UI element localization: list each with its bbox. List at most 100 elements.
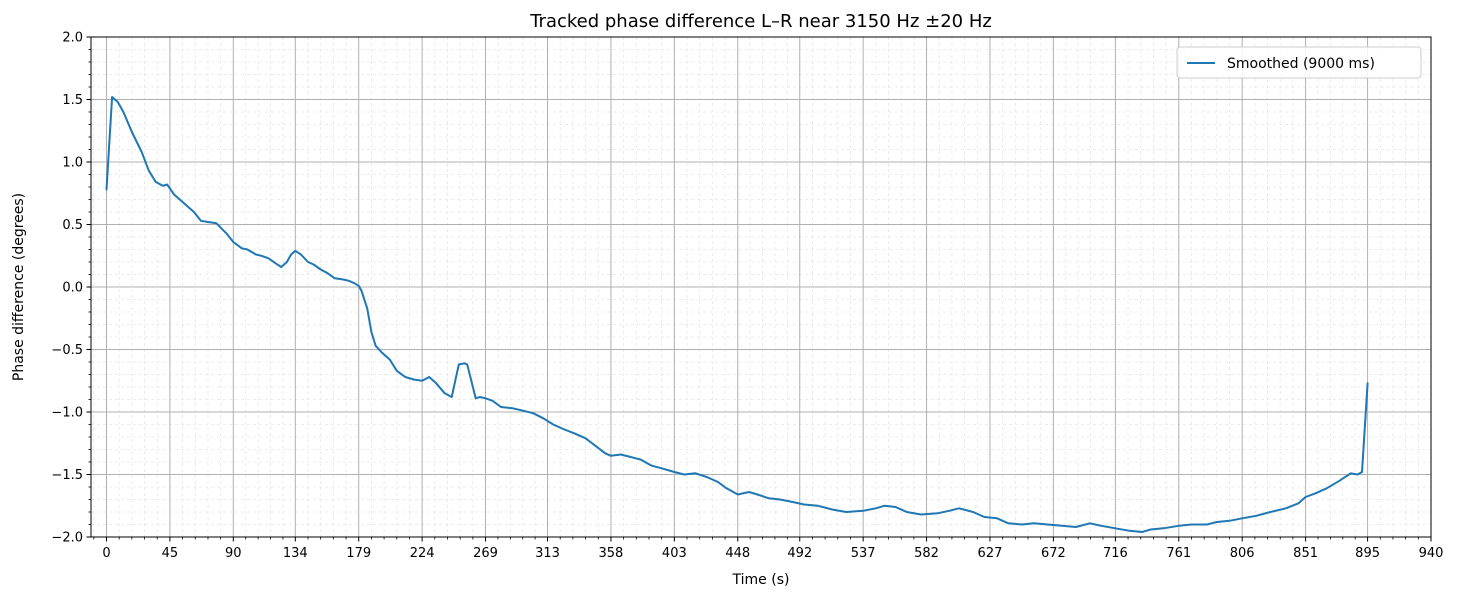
series-point [585,438,586,439]
series-point [458,364,459,365]
y-tick-label: −1.5 [51,468,83,483]
x-axis: 0 45 90 134 179 224 269 313 358 403 448 492 537 582 62… [93,537,1444,561]
series-point [684,474,685,475]
x-tick-label: 134 [283,546,308,561]
x-tick-label: 358 [599,546,624,561]
series-point [803,504,804,505]
series-point [595,445,596,446]
series-point [451,396,452,397]
series-point [174,194,175,195]
series-point [748,491,749,492]
series-point [1129,530,1130,531]
series-point [863,510,864,511]
series-point [1142,531,1143,532]
y-axis-label: Phase difference (degrees) [11,193,27,381]
series-point [984,516,985,517]
series-point [757,494,758,495]
x-tick-label: 940 [1419,546,1444,561]
series-point [396,370,397,371]
series-point [1298,503,1299,504]
series-point [1191,524,1192,525]
series-point [1242,518,1243,519]
series-point [141,151,142,152]
x-axis-label: Time (s) [732,572,790,588]
series-point [1008,523,1009,524]
series-point [553,424,554,425]
x-tick-label: 492 [787,546,812,561]
series-layer [105,96,1369,533]
series-point [313,264,314,265]
series-point [1150,529,1151,530]
series-point [1101,525,1102,526]
series-point [200,220,201,221]
series-point [371,331,372,332]
series-point [1315,493,1316,494]
series-point [286,261,287,262]
series-point [241,248,242,249]
x-tick-label: 851 [1293,546,1318,561]
x-tick-label: 761 [1166,546,1191,561]
y-tick-label: −2.0 [51,531,83,546]
series-point [610,455,611,456]
y-tick-label: 0.5 [62,218,83,233]
series-point [492,400,493,401]
series-point [327,273,328,274]
series-point [247,249,248,250]
series-point [846,511,847,512]
y-tick-label: 2.0 [62,31,83,46]
series-point [875,508,876,509]
x-tick-label: 448 [725,546,750,561]
series-point [958,508,959,509]
series-point [1022,524,1023,525]
series-point [1367,383,1368,384]
series-point [1350,473,1351,474]
series-point [792,501,793,502]
series-point [307,261,308,262]
legend-box [1176,46,1422,79]
y-tick-label: 1.5 [62,93,83,108]
series-point [818,505,819,506]
series-point [1326,488,1327,489]
series-point [512,408,513,409]
x-tick-label: 806 [1230,546,1255,561]
x-tick-label: 716 [1103,546,1128,561]
series-point [361,290,362,291]
series-point [523,410,524,411]
series-point [131,131,132,132]
series-point [973,511,974,512]
series-point [543,418,544,419]
series-point [183,203,184,204]
x-tick-label: 627 [978,546,1003,561]
series-point [574,433,575,434]
series-point [275,263,276,264]
series-point [1357,474,1358,475]
series-point [261,255,262,256]
series-point [661,468,662,469]
x-tick-label: 672 [1041,546,1066,561]
series-point [1089,523,1090,524]
series-point [216,223,217,224]
series-point [674,471,675,472]
series-point [348,280,349,281]
series-point [1270,511,1271,512]
series-point [949,510,950,511]
series-point [500,406,501,407]
legend: Smoothed (9000 ms) [1176,46,1422,79]
series-point [295,250,296,251]
legend-label: Smoothed (9000 ms) [1227,56,1375,72]
series-point [436,383,437,384]
x-tick-label: 313 [535,546,560,561]
series-point [334,278,335,279]
series-point [429,376,430,377]
series-point [300,254,301,255]
series-point [343,279,344,280]
series-point [717,481,718,482]
series-point [467,364,468,365]
series-point [1305,496,1306,497]
x-tick-label: 0 [102,546,110,561]
series-point [906,511,907,512]
series-point [920,514,921,515]
series-point [937,513,938,514]
series-point [884,505,885,506]
x-tick-label: 224 [410,546,435,561]
